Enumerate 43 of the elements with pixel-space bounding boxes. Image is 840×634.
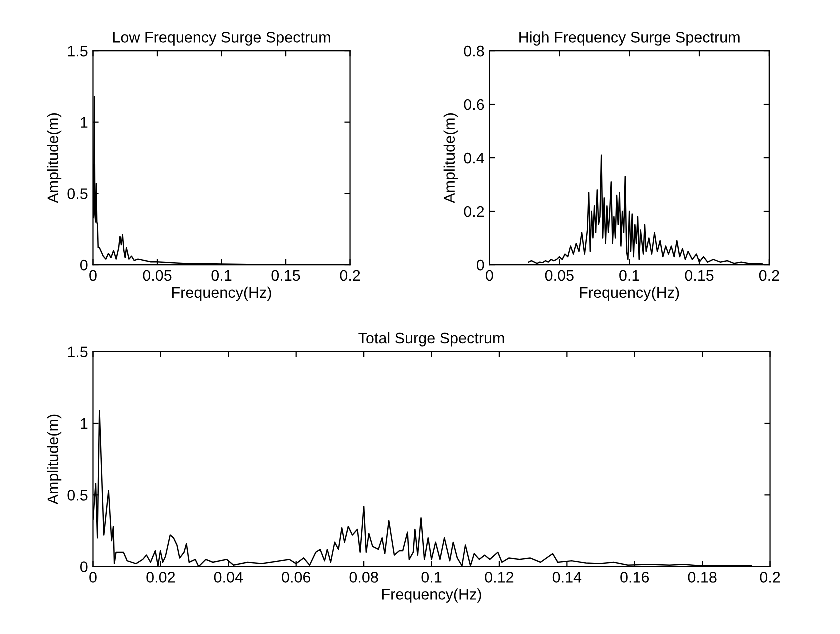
y-tick-label: 1.5 bbox=[68, 346, 88, 358]
y-tick-label: 0.4 bbox=[464, 152, 484, 164]
y-tick-label: 0.6 bbox=[464, 99, 484, 110]
x-tick-label: 0 bbox=[486, 270, 494, 282]
y-tick-label: 0.5 bbox=[68, 188, 88, 200]
x-tick-label: 0.06 bbox=[282, 572, 311, 583]
x-tick-label: 0.16 bbox=[620, 572, 650, 583]
x-tick-label: 0.2 bbox=[759, 270, 780, 282]
y-tick-label: 1.5 bbox=[68, 46, 88, 57]
x-axis-title: Frequency(Hz) bbox=[580, 286, 680, 302]
x-tick-label: 0.12 bbox=[485, 572, 514, 583]
x-tick-label: 0.15 bbox=[685, 270, 714, 282]
y-tick-label: 0 bbox=[476, 260, 484, 271]
x-tick-label: 0.04 bbox=[214, 572, 244, 583]
x-tick-label: 0 bbox=[90, 572, 97, 583]
x-tick-label: 0.02 bbox=[146, 572, 176, 583]
x-tick-label: 0.05 bbox=[545, 270, 574, 282]
x-tick-label: 0.08 bbox=[350, 572, 378, 583]
y-tick-label: 0.8 bbox=[464, 46, 484, 57]
y-tick-label: 1 bbox=[81, 117, 88, 128]
y-tick-label: 1 bbox=[81, 418, 88, 430]
y-tick-label: 0 bbox=[80, 562, 88, 572]
x-tick-label: 0.05 bbox=[143, 270, 172, 282]
y-axis-title: Amplitude(m) bbox=[47, 114, 62, 204]
y-axis-title: Amplitude(m) bbox=[47, 414, 62, 505]
y-axis-title: Amplitude(m) bbox=[444, 114, 458, 204]
y-tick-label: 0.5 bbox=[68, 490, 88, 501]
chart-title: Low Frequency Surge Spectrum bbox=[113, 32, 330, 46]
chart-title: Total Surge Spectrum bbox=[358, 332, 504, 347]
x-tick-label: 0.18 bbox=[688, 572, 717, 583]
y-tick-label: 0 bbox=[80, 260, 88, 271]
x-tick-label: 0.2 bbox=[760, 572, 780, 583]
x-tick-label: 0.1 bbox=[212, 270, 232, 282]
x-tick-label: 0.1 bbox=[422, 572, 442, 583]
x-tick-label: 0.15 bbox=[272, 270, 300, 282]
chart-title: High Frequency Surge Spectrum bbox=[520, 32, 740, 46]
x-tick-label: 0.1 bbox=[620, 270, 640, 282]
x-tick-label: 0.2 bbox=[340, 270, 360, 282]
y-tick-label: 0.2 bbox=[464, 206, 484, 218]
x-tick-label: 0 bbox=[90, 270, 97, 282]
x-axis-title: Frequency(Hz) bbox=[172, 286, 272, 302]
x-tick-label: 0.14 bbox=[552, 572, 582, 583]
x-axis-title: Frequency(Hz) bbox=[382, 588, 482, 603]
